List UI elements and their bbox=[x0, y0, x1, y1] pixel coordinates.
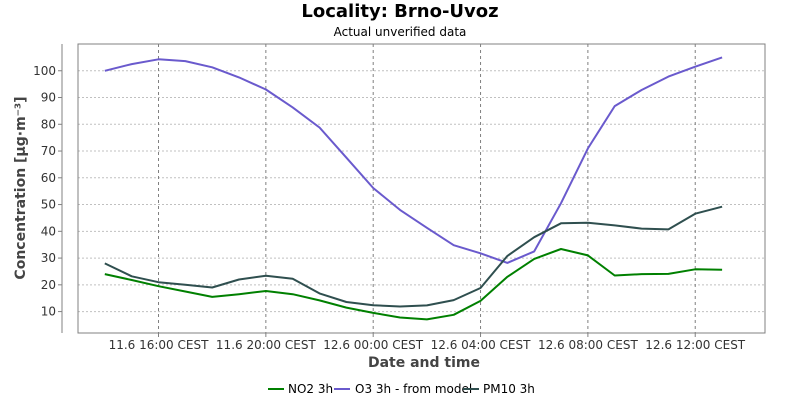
series-line-3 bbox=[104, 205, 723, 308]
y-tick-label: 70 bbox=[41, 144, 56, 158]
y-tick-label: 40 bbox=[41, 224, 56, 238]
y-tick-label: 10 bbox=[41, 305, 56, 319]
legend-label: NO2 3h bbox=[288, 382, 333, 396]
y-tick-label: 60 bbox=[41, 171, 56, 185]
x-tick-label: 11.6 20:00 CEST bbox=[216, 338, 317, 352]
x-axis: 11.6 16:00 CEST 11.6 20:00 CEST 12.6 00:00… bbox=[109, 333, 746, 352]
x-tick-label: 12.6 00:00 CEST bbox=[323, 338, 424, 352]
grid bbox=[78, 44, 765, 333]
x-tick-label: 11.6 16:00 CEST bbox=[109, 338, 210, 352]
x-tick-label: 12.6 08:00 CEST bbox=[538, 338, 639, 352]
chart-title: Locality: Brno-Uvoz bbox=[301, 1, 498, 22]
y-tick-label: 100 bbox=[33, 64, 56, 78]
y-tick-label: 20 bbox=[41, 278, 56, 292]
legend: NO2 3h O3 3h - from model PM10 3h bbox=[268, 382, 535, 396]
y-axis-label: Concentration [µg·m⁻³] bbox=[13, 96, 29, 279]
x-tick-label: 12.6 12:00 CEST bbox=[645, 338, 746, 352]
y-tick-label: 30 bbox=[41, 251, 56, 265]
chart-subtitle: Actual unverified data bbox=[334, 25, 467, 39]
series bbox=[104, 56, 723, 321]
y-axis: 10 20 30 40 50 60 70 80 90 100 bbox=[33, 64, 62, 319]
y-tick-label: 50 bbox=[41, 198, 56, 212]
x-axis-label: Date and time bbox=[368, 355, 480, 371]
series-line-1 bbox=[104, 248, 723, 321]
x-tick-label: 12.6 04:00 CEST bbox=[431, 338, 532, 352]
y-tick-label: 80 bbox=[41, 117, 56, 131]
legend-label: PM10 3h bbox=[483, 382, 535, 396]
series-line-2 bbox=[104, 56, 723, 264]
y-tick-label: 90 bbox=[41, 91, 56, 105]
legend-label: O3 3h - from model bbox=[355, 382, 472, 396]
